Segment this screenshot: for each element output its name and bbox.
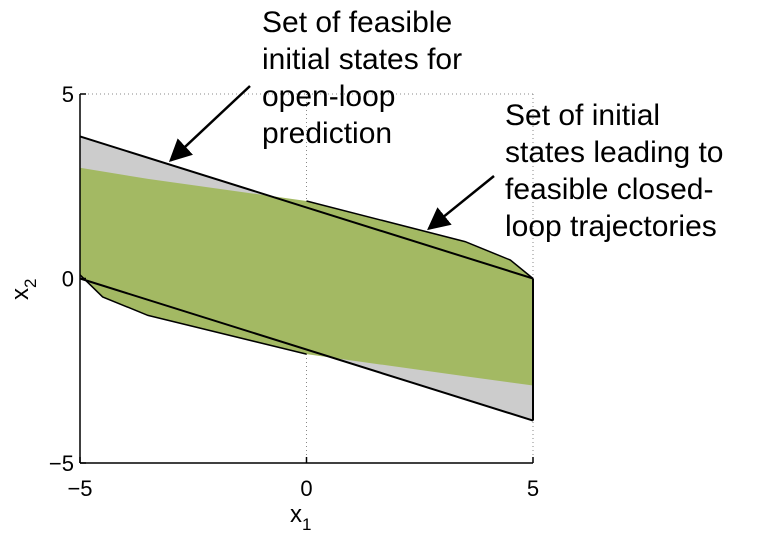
axes [79, 93, 534, 464]
annotations: Set of feasible initial states for open-lo… [168, 6, 723, 243]
annotation-1-line-3: loop trajectories [505, 210, 717, 243]
annotation-0: Set of feasible initial states for open-lo… [262, 6, 462, 150]
y-tick-label-1: 0 [62, 267, 74, 292]
tick-labels: −5 0 5 −5 0 5 [49, 82, 539, 501]
annotation-1-line-1: states leading to [505, 136, 723, 169]
y-axis-label-sub: 2 [21, 279, 40, 288]
annotation-1-line-0: Set of initial [505, 99, 660, 132]
y-tick-label-0: −5 [49, 451, 74, 476]
x-axis-label-sub: 1 [302, 515, 311, 534]
regions [79, 135, 534, 422]
x-tick-label-1: 0 [300, 476, 312, 501]
outer-bottom-boundary [79, 277, 534, 422]
inner-upper-edge [306, 200, 534, 280]
annotation-1: Set of initial states leading to feasible … [505, 99, 723, 243]
annotation-0-line-2: open-loop [262, 80, 395, 113]
x-tick-label-2: 5 [527, 476, 539, 501]
annotation-arrow-0 [168, 85, 251, 162]
x-tick-label-0: −5 [67, 476, 92, 501]
x-axis-label-main: x [290, 501, 302, 528]
y-axis-label: x2 [7, 279, 40, 300]
annotation-0-line-0: Set of feasible [262, 6, 452, 39]
y-axis-label-main: x [7, 288, 34, 300]
annotation-1-line-2: feasible closed- [505, 173, 713, 206]
inner-lower-edge [79, 274, 307, 355]
annotation-0-line-1: initial states for [262, 43, 462, 76]
outer-top-boundary [79, 135, 534, 280]
annotation-0-line-3: prediction [262, 117, 392, 150]
inner-region [80, 167, 533, 386]
x-axis-label: x1 [290, 501, 311, 534]
y-tick-label-2: 5 [62, 82, 74, 107]
annotation-arrow-1 [427, 175, 495, 231]
